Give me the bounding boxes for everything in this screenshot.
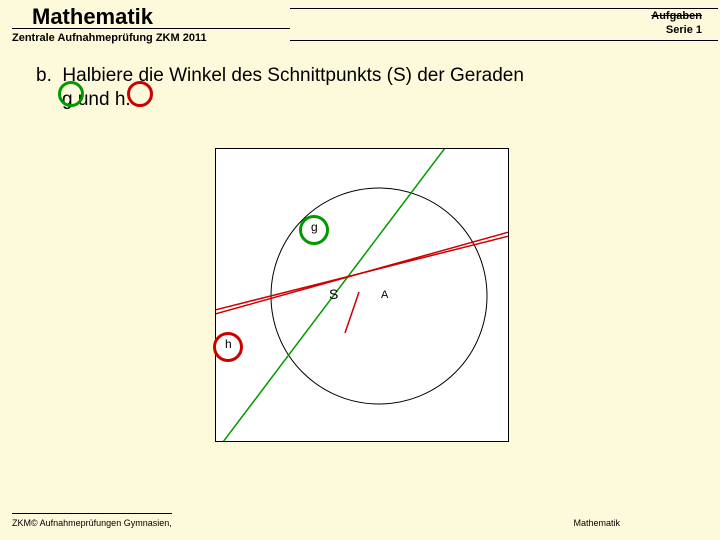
footer-line — [12, 513, 172, 514]
header: Mathematik Zentrale Aufnahmeprüfung ZKM … — [0, 0, 720, 50]
svg-text:h: h — [225, 337, 232, 351]
task-line1: Halbiere die Winkel des Schnittpunkts (S… — [62, 65, 524, 86]
page-title: Mathematik — [32, 4, 153, 30]
subtitle: Zentrale Aufnahmeprüfung ZKM 2011 — [12, 32, 207, 44]
serie-label: Serie 1 — [666, 24, 702, 36]
aufgaben-label: Aufgaben — [651, 10, 702, 22]
svg-text:A: A — [381, 289, 389, 301]
svg-text:g: g — [311, 220, 318, 234]
svg-text:S: S — [329, 286, 338, 302]
footer-right: Mathematik — [573, 518, 620, 528]
task-letter: b. — [36, 65, 52, 86]
footer-left: ZKM© Aufnahmeprüfungen Gymnasien, — [12, 518, 172, 528]
task-text: b. Halbiere die Winkel des Schnittpunkts… — [36, 64, 524, 112]
title-underline — [12, 28, 290, 29]
task-line2: g und h. — [62, 89, 131, 110]
geometry-diagram: g S Ah — [215, 148, 509, 442]
